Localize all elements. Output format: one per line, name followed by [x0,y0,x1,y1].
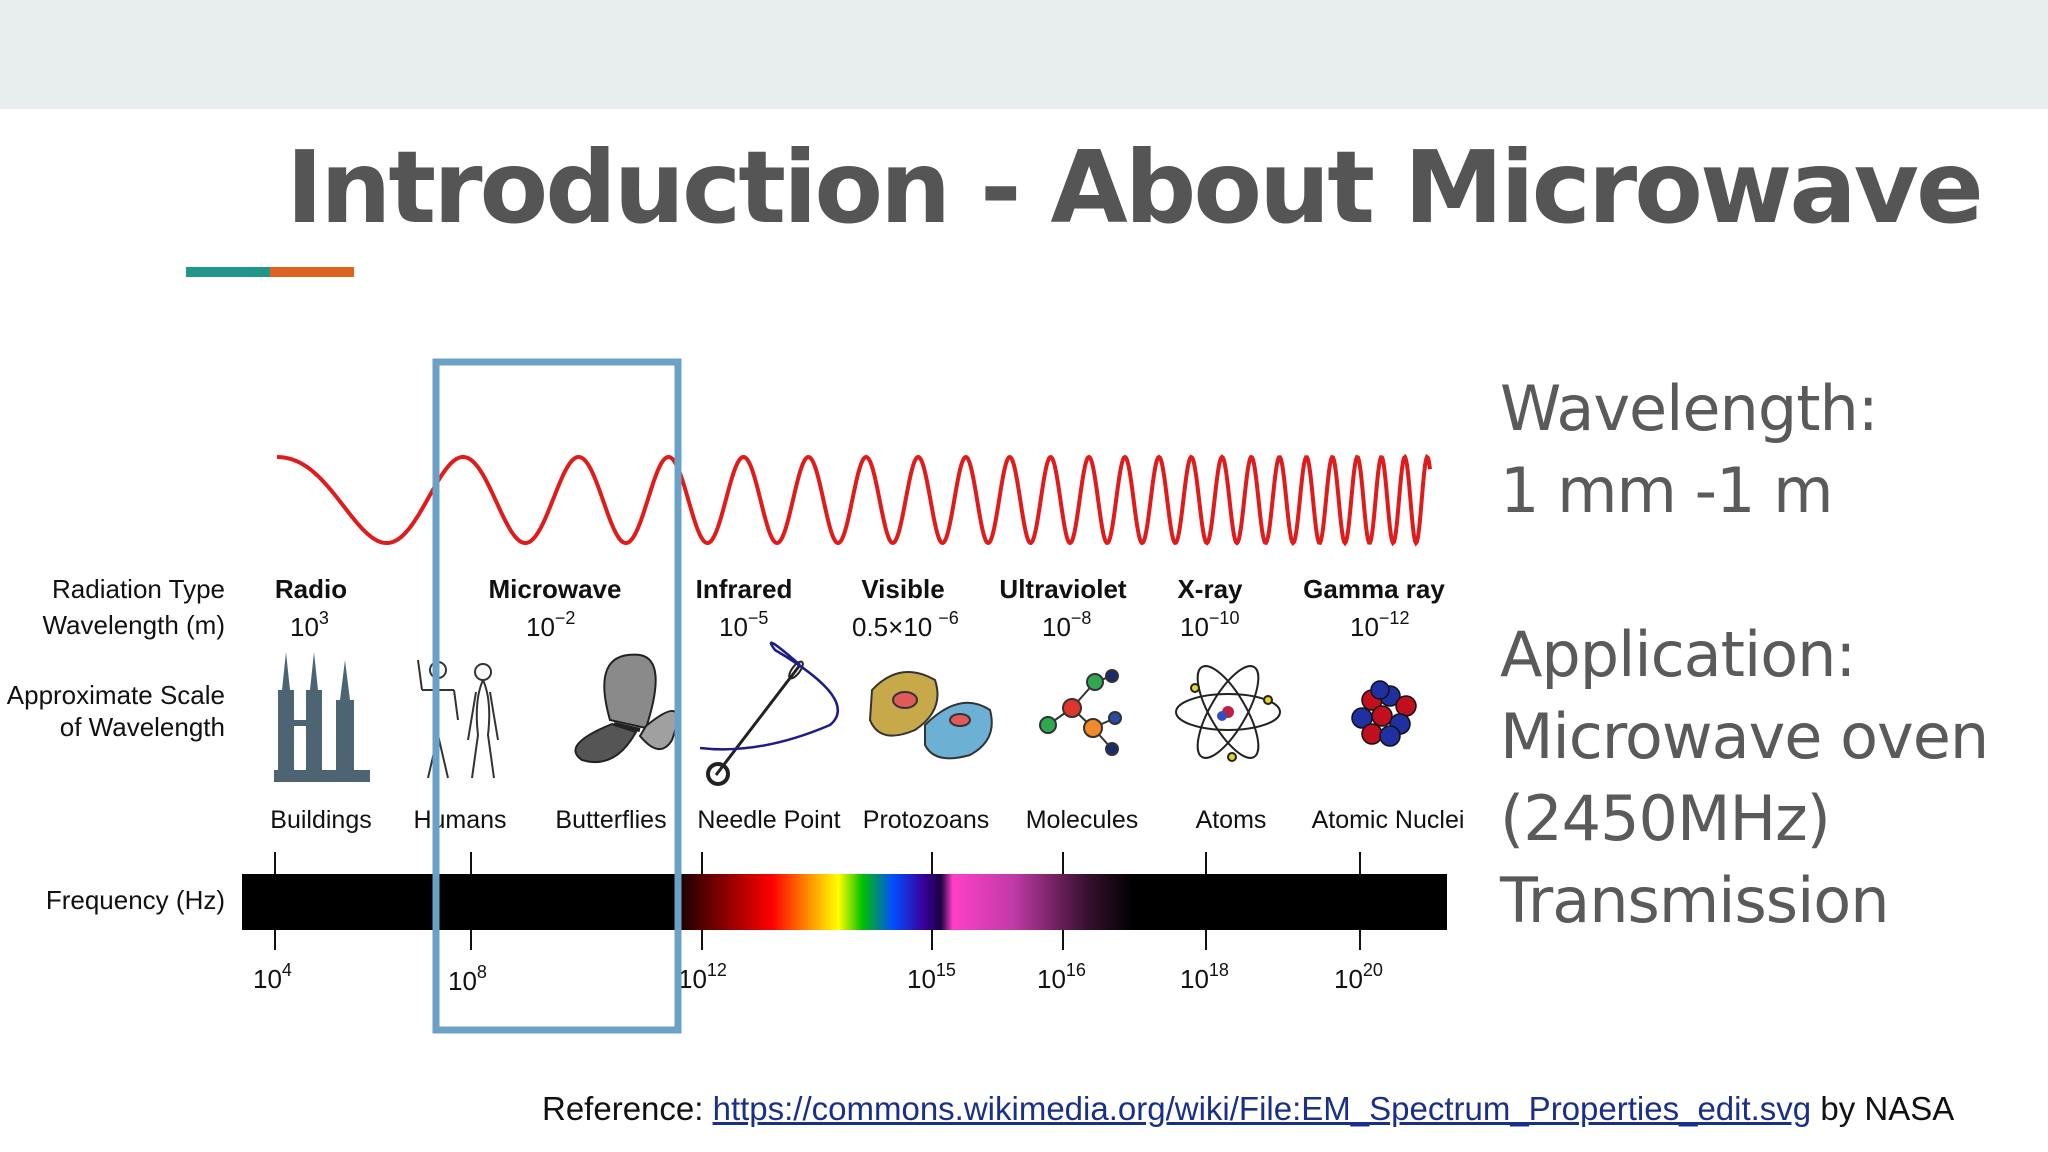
wavelength-infrared: 10−5 [719,608,768,642]
frequency-ticks [274,852,1361,950]
freq-tick-5: 1016 [1037,960,1086,994]
molecules-icon [1039,669,1122,756]
protozoans-icon [868,671,993,760]
reference-line: Reference: https://commons.wikimedia.org… [542,1090,1954,1128]
scale-humans: Humans [413,806,506,834]
frequency-spectrum-bar [242,874,1447,930]
application-block: Application: Microwave oven (2450MHz) Tr… [1500,614,1989,942]
page-title: Introduction - About Microwave [286,129,1984,246]
application-item-1: Microwave oven [1500,700,1989,773]
wavelength-block: Wavelength: 1 mm -1 m [1500,368,1879,532]
atoms-icon [1175,665,1281,762]
freq-tick-3: 1012 [678,960,727,994]
scale-protozoans: Protozoans [863,806,989,834]
humans-icon [417,659,499,779]
wavelength-radio: 103 [290,608,329,642]
wavelength-visible: 0.5×10 −6 [852,608,959,642]
title-accent-orange [270,267,354,277]
wavelength-gamma: 10−12 [1350,608,1409,642]
needle-point-icon [699,641,840,786]
type-infrared: Infrared [696,574,793,604]
type-microwave: Microwave [489,574,622,604]
application-heading: Application: [1500,618,1856,691]
scale-butterflies: Butterflies [555,806,666,834]
radiation-type-row-label: Radiation Type [52,574,225,604]
type-radio: Radio [275,574,347,604]
type-xray: X-ray [1177,574,1243,604]
wavelength-xray: 10−10 [1180,608,1239,642]
type-gamma: Gamma ray [1303,574,1445,604]
application-item-2: (2450MHz) [1500,782,1831,855]
scale-needle-point: Needle Point [697,806,840,834]
freq-tick-1: 104 [253,960,292,994]
wavelength-row-label: Wavelength (m) [42,610,225,640]
freq-tick-4: 1015 [907,960,956,994]
wavelength-microwave: 10−2 [526,608,575,642]
type-ultraviolet: Ultraviolet [999,574,1126,604]
title-accent-teal [186,267,270,277]
scale-molecules: Molecules [1026,806,1139,834]
application-item-3: Transmission [1500,864,1890,937]
microwave-highlight-box [432,358,682,1034]
freq-tick-6: 1018 [1180,960,1229,994]
reference-suffix: by NASA [1811,1090,1955,1127]
reference-prefix: Reference: [542,1090,713,1127]
wavelength-value: 1 mm -1 m [1500,454,1834,527]
reference-link[interactable]: https://commons.wikimedia.org/wiki/File:… [712,1090,1812,1127]
freq-tick-2: 108 [448,962,487,996]
butterflies-icon [574,653,679,764]
top-band [0,0,2048,109]
buildings-icon [274,652,370,782]
atomic-nuclei-icon [1351,680,1417,747]
scale-row-label-1: Approximate Scale [7,680,225,710]
scale-atomic-nuclei: Atomic Nuclei [1312,806,1465,834]
scale-row-label-2: of Wavelength [60,712,225,742]
type-visible: Visible [861,574,944,604]
wave-path [276,453,1432,547]
scale-buildings: Buildings [270,806,371,834]
wavelength-ultraviolet: 10−8 [1042,608,1091,642]
wavelength-heading: Wavelength: [1500,372,1879,445]
freq-tick-7: 1020 [1334,960,1383,994]
frequency-row-label: Frequency (Hz) [46,885,225,915]
scale-atoms: Atoms [1196,806,1267,834]
